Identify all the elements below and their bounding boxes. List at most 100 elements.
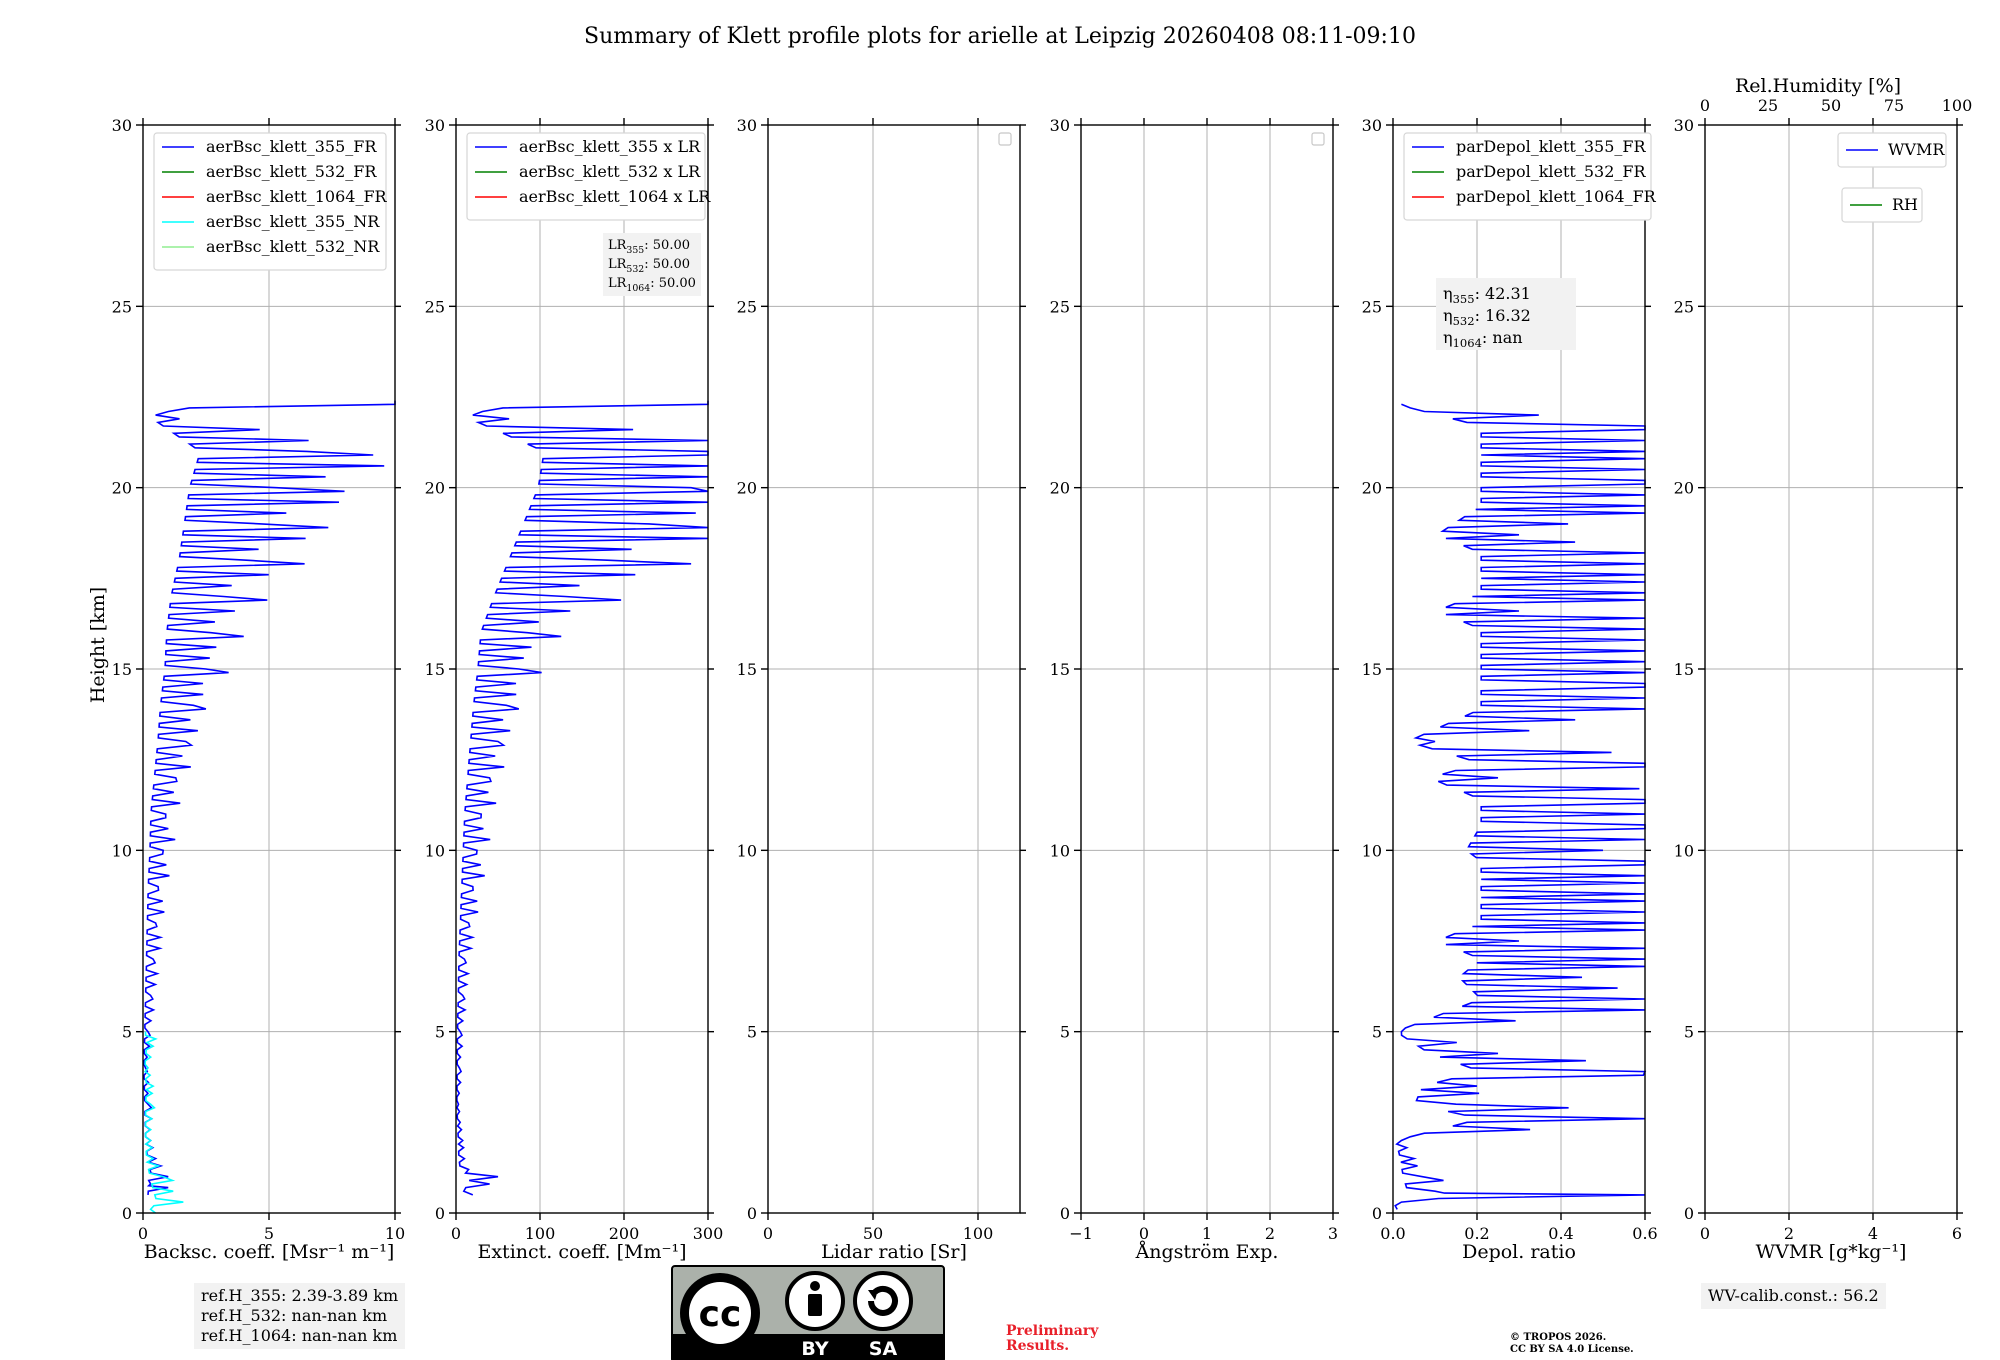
legend-label: aerBsc_klett_355_FR: [206, 137, 377, 156]
x-axis-label: Depol. ratio: [1462, 1241, 1576, 1263]
ref-height-532: ref.H_532: nan-nan km: [201, 1306, 388, 1325]
legend-label: RH: [1892, 195, 1918, 214]
y-tick-label: 20: [737, 479, 757, 498]
series-parDepol_klett_355_FR: [1394, 403, 1647, 1210]
legend-label: aerBsc_klett_532_NR: [206, 237, 380, 256]
x-tick-label: 200: [609, 1224, 640, 1243]
legend-label: parDepol_klett_532_FR: [1456, 162, 1647, 181]
copyright-line-1: © TROPOS 2026.: [1510, 1332, 1607, 1343]
rh-top-tick-label: 50: [1821, 96, 1841, 115]
ref-heights-box: ref.H_355: 2.39-3.89 km ref.H_532: nan-n…: [194, 1283, 406, 1349]
y-tick-label: 5: [1060, 1023, 1070, 1042]
sa-label: SA: [869, 1338, 898, 1360]
lidar-ratio-panel: 0 50 100 0 5 10 15 20 25 30 Lidar ratio [Sr]: [737, 116, 1026, 1263]
x-tick-label: 0.6: [1632, 1224, 1657, 1243]
y-tick-label: 30: [737, 116, 757, 135]
extinction-panel: 0 100 200 300 0 5 10 15 20 25 30 Extinct. coeff. [M…: [425, 116, 724, 1263]
x-tick-label: 50: [863, 1224, 883, 1243]
wv-calib-constant: WV-calib.const.: 56.2: [1708, 1286, 1879, 1305]
y-tick-label: 15: [1674, 660, 1694, 679]
x-axis-label: Ångström Exp.: [1135, 1241, 1279, 1263]
x-tick-label: 100: [963, 1224, 994, 1243]
cc-license-logo: cc BY SA: [671, 1265, 945, 1360]
empty-legend-box: [998, 132, 1012, 146]
x-tick-label: 2: [1265, 1224, 1275, 1243]
preliminary-line-2: Results.: [1006, 1338, 1070, 1354]
wvmr-panel: 0 2 4 6 0 5 10 15 20 25 30 WVMR [g*kg⁻¹] 0 25 50 75 100 W…: [1674, 96, 1973, 1263]
x-tick-label: 300: [693, 1224, 724, 1243]
eta-annotation: η532: 16.32: [1443, 306, 1531, 328]
y-tick-label: 20: [1674, 479, 1694, 498]
y-tick-label: 25: [1362, 297, 1382, 316]
depol-panel: 0.0 0.2 0.4 0.6 0 5 10 15 20 25 30 Depol. ratio parD…: [1362, 116, 1658, 1263]
x-tick-label: 1: [1202, 1224, 1212, 1243]
legend-label: parDepol_klett_355_FR: [1456, 137, 1647, 156]
y-tick-label: 30: [1050, 116, 1070, 135]
y-tick-label: 15: [112, 660, 132, 679]
lr-annotation: LR1064: 50.00: [608, 276, 696, 294]
y-axis-label: Height [km]: [87, 587, 109, 703]
ref-height-1064: ref.H_1064: nan-nan km: [201, 1326, 398, 1345]
empty-legend-box: [1311, 132, 1325, 146]
y-tick-label: 10: [112, 841, 132, 860]
y-tick-label: 25: [112, 297, 132, 316]
y-tick-label: 0: [1372, 1204, 1382, 1223]
y-tick-label: 20: [1050, 479, 1070, 498]
rh-top-tick-label: 25: [1758, 96, 1778, 115]
y-tick-label: 5: [122, 1023, 132, 1042]
legend-label: WVMR: [1888, 140, 1945, 159]
y-tick-label: 0: [1060, 1204, 1070, 1223]
x-tick-label: 5: [264, 1224, 274, 1243]
legend-label: aerBsc_klett_1064 x LR: [519, 187, 711, 206]
by-label: BY: [801, 1338, 828, 1360]
y-tick-label: 10: [1674, 841, 1694, 860]
y-tick-label: 0: [1684, 1204, 1694, 1223]
eta-annotation: η1064: nan: [1443, 328, 1523, 350]
legend-label: aerBsc_klett_532 x LR: [519, 162, 701, 181]
eta-annotation: η355: 42.31: [1443, 284, 1531, 306]
rh-top-tick-label: 100: [1942, 96, 1973, 115]
y-tick-label: 10: [737, 841, 757, 860]
y-tick-label: 15: [425, 660, 445, 679]
x-tick-label: 2: [1784, 1224, 1794, 1243]
y-tick-label: 20: [1362, 479, 1382, 498]
y-tick-label: 25: [1674, 297, 1694, 316]
rh-top-axis-label: Rel.Humidity [%]: [1735, 75, 1901, 97]
annotation-bg: [1436, 278, 1576, 350]
legend: aerBsc_klett_355_FR aerBsc_klett_532_FRae…: [153, 132, 388, 271]
y-tick-label: 20: [112, 479, 132, 498]
x-axis-label: Backsc. coeff. [Msr⁻¹ m⁻¹]: [144, 1241, 395, 1263]
cc-logo-text: cc: [699, 1294, 742, 1335]
y-tick-label: 30: [1362, 116, 1382, 135]
y-tick-label: 25: [1050, 297, 1070, 316]
legend-label: aerBsc_klett_355_NR: [206, 212, 380, 231]
legend-label: aerBsc_klett_532_FR: [206, 162, 377, 181]
y-tick-label: 10: [1362, 841, 1382, 860]
backscatter-panel: 0 5 10 0 5 10 15 20 25 30 Backsc. coeff. [Msr⁻¹ m⁻…: [112, 116, 406, 1263]
x-tick-label: 0: [1139, 1224, 1149, 1243]
legend-frame: [1837, 132, 1947, 168]
x-tick-label: 0: [451, 1224, 461, 1243]
x-tick-label: 6: [1952, 1224, 1962, 1243]
y-tick-label: 5: [435, 1023, 445, 1042]
wv-calib-box: WV-calib.const.: 56.2: [1701, 1283, 1886, 1309]
y-tick-label: 0: [122, 1204, 132, 1223]
profile-line: [456, 400, 709, 1196]
y-tick-label: 0: [747, 1204, 757, 1223]
y-tick-label: 5: [1372, 1023, 1382, 1042]
legend-label: aerBsc_klett_1064_FR: [206, 187, 388, 206]
x-tick-label: 10: [385, 1224, 405, 1243]
legend-frame: [153, 132, 387, 271]
figure-title: Summary of Klett profile plots for ariel…: [584, 24, 1416, 49]
x-tick-label: 3: [1328, 1224, 1338, 1243]
legend: aerBsc_klett_355 x LR aerBsc_klett_532 x …: [466, 132, 711, 221]
y-tick-label: 30: [112, 116, 132, 135]
x-tick-label: 0: [1700, 1224, 1710, 1243]
x-axis-label: Extinct. coeff. [Mm⁻¹]: [477, 1241, 686, 1263]
y-tick-label: 10: [425, 841, 445, 860]
x-tick-label: 0: [763, 1224, 773, 1243]
